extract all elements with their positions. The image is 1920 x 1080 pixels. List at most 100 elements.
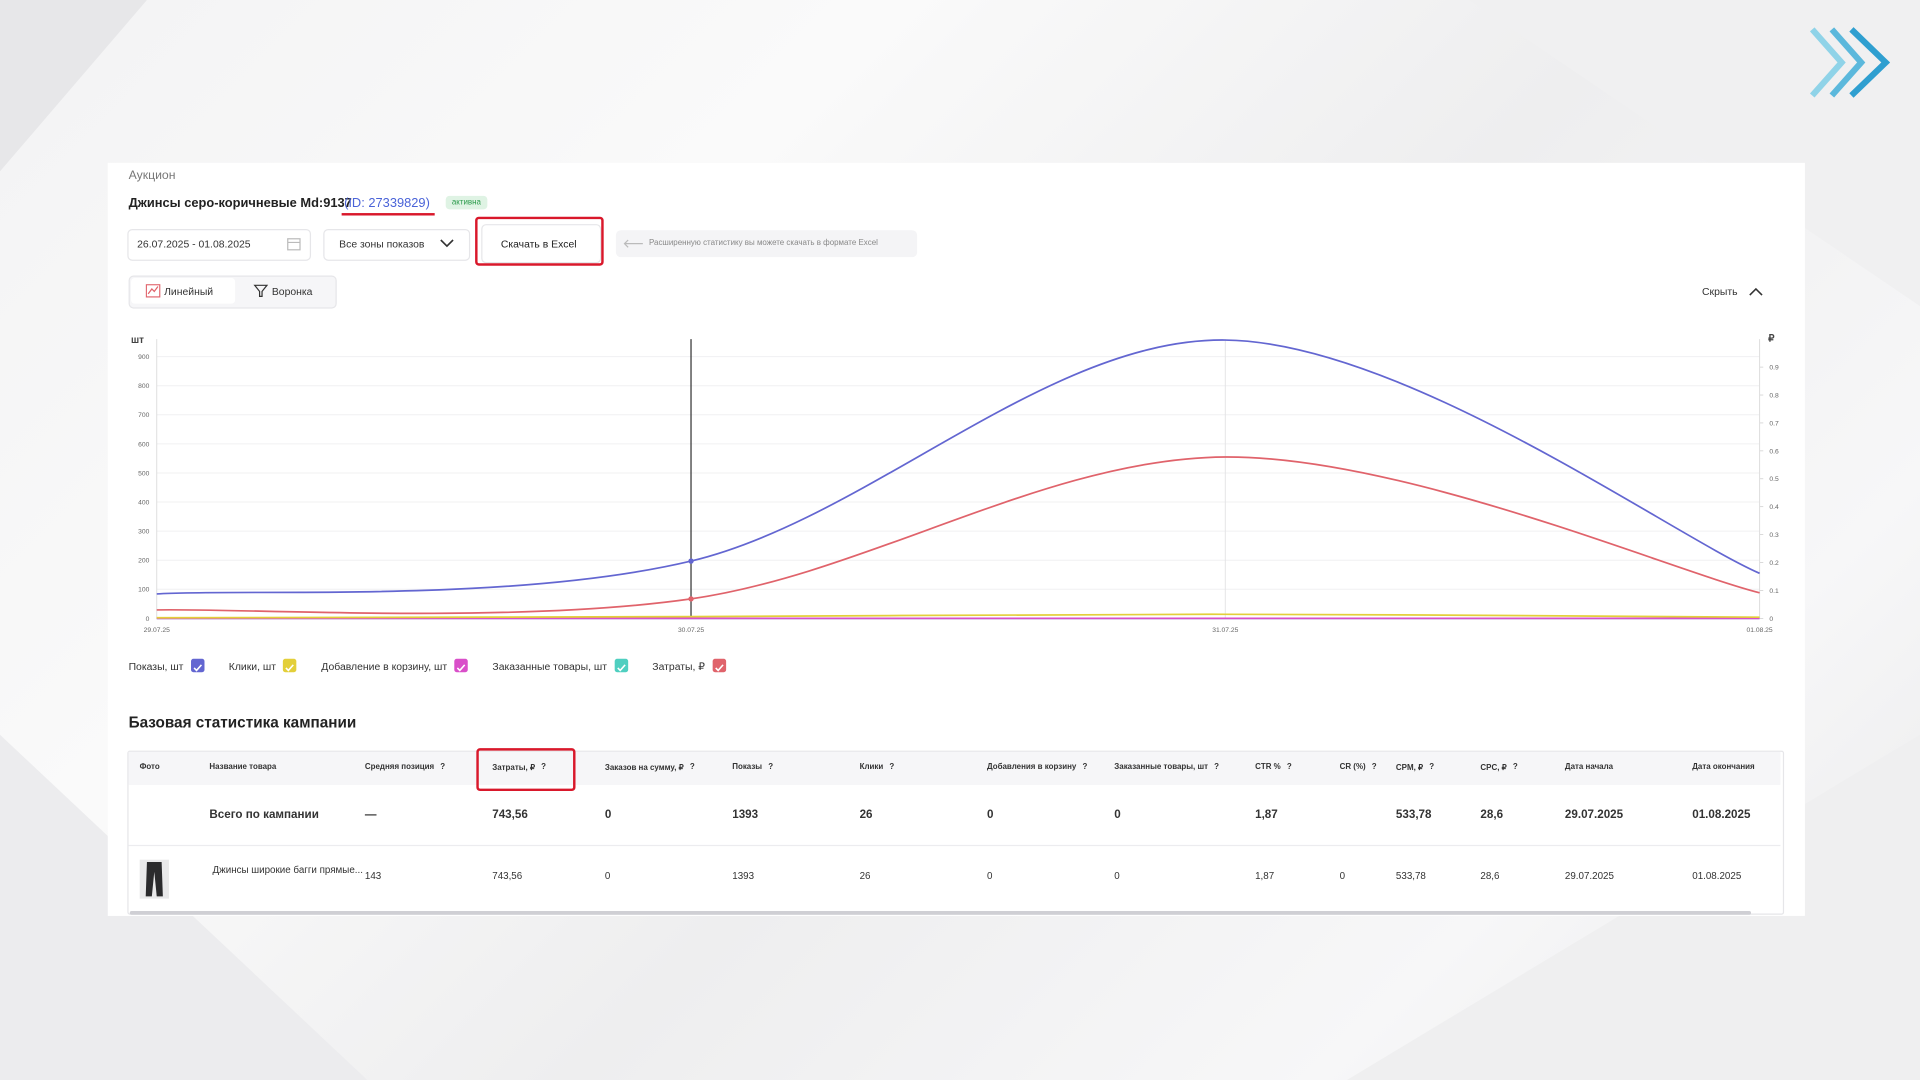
legend-label: Заказанные товары, шт — [492, 660, 607, 673]
help-icon[interactable]: ? — [768, 762, 774, 772]
legend-checkbox[interactable] — [454, 658, 468, 673]
column-header: Дата окончания — [1692, 762, 1755, 772]
status-badge: активна — [445, 195, 488, 210]
table-cell: 0 — [604, 808, 612, 822]
column-header: Показы — [732, 762, 763, 772]
table-cell: — — [364, 808, 377, 822]
y-tick-label: 400 — [138, 499, 149, 506]
column-header: Затраты, ₽ — [492, 764, 536, 773]
table-cell: 01.08.2025 — [1692, 870, 1742, 882]
table-cell: 0 — [1114, 808, 1121, 822]
legend-checkbox[interactable] — [712, 658, 726, 673]
chevron-down — [440, 239, 454, 248]
help-icon[interactable]: ? — [1371, 762, 1377, 772]
table-cell: 1,87 — [1255, 808, 1278, 822]
arrow-left — [623, 239, 643, 248]
campaign-name: Джинсы серо-коричневые Md:9137 — [128, 195, 352, 211]
table-cell: 0 — [604, 870, 611, 882]
legend-label: Показы, шт — [128, 660, 184, 673]
legend-checkbox[interactable] — [190, 658, 205, 673]
tab-label[interactable]: Воронка — [271, 285, 313, 298]
table-cell: 0 — [986, 808, 994, 822]
y2-tick-label: 0.7 — [1769, 420, 1779, 427]
y2-tick-label: 0.3 — [1769, 532, 1779, 539]
table-cell: 28,6 — [1480, 808, 1504, 822]
active-tab[interactable] — [131, 277, 236, 304]
column-header: Заказанные товары, шт — [1114, 762, 1209, 772]
y-tick-label: 800 — [138, 383, 149, 390]
y-tick-label: 300 — [138, 529, 149, 536]
column-header: Название товара — [209, 762, 277, 772]
help-icon[interactable]: ? — [1429, 762, 1435, 772]
y-axis-label: шт — [131, 335, 144, 346]
column-header: CPC, ₽ — [1480, 764, 1507, 773]
underline-highlight — [341, 213, 435, 216]
product-photo — [139, 859, 169, 899]
legend-label: Добавление в корзину, шт — [321, 660, 448, 673]
help-icon[interactable]: ? — [1512, 762, 1518, 772]
download-button[interactable] — [481, 224, 602, 264]
legend-checkbox[interactable] — [283, 658, 297, 673]
column-header: Фото — [139, 762, 160, 772]
chart: шт ₽0 100 200 300 400 500 600 700 800 900 0 0.1 0.2 0.… — [131, 334, 1779, 634]
y2-tick-label: 0.8 — [1769, 392, 1779, 399]
series-line — [156, 339, 1760, 595]
hover-point — [688, 596, 694, 602]
table-cell: 28,6 — [1480, 870, 1500, 882]
highlight-box — [476, 748, 576, 792]
table-cell: 0 — [986, 870, 993, 882]
help-icon[interactable]: ? — [1286, 762, 1292, 772]
x-tick-label: 31.07.25 — [1212, 627, 1238, 634]
column-header: Заказов на сумму, ₽ — [604, 764, 684, 773]
x-tick-label: 30.07.25 — [678, 627, 704, 634]
hint-box — [615, 230, 918, 258]
y-tick-label: 600 — [138, 441, 149, 448]
hover-point — [688, 558, 694, 564]
column-header: Средняя позиция — [364, 762, 435, 772]
scrollbar[interactable] — [129, 911, 1752, 915]
section-title: Базовая статистика кампании — [128, 713, 357, 732]
help-icon[interactable]: ? — [889, 762, 895, 772]
help-icon[interactable]: ? — [689, 762, 695, 772]
series-line — [156, 456, 1760, 615]
y2-tick-label: 0 — [1769, 616, 1773, 623]
help-icon[interactable]: ? — [541, 762, 547, 772]
hide-toggle[interactable]: Скрыть — [1702, 285, 1738, 298]
breadcrumb: Аукцион — [128, 168, 176, 183]
table-cell: 29.07.2025 — [1564, 870, 1614, 882]
table-cell: 743,56 — [492, 808, 528, 822]
y2-tick-label: 0.9 — [1769, 365, 1779, 372]
y-tick-label: 100 — [138, 587, 149, 594]
x-tick-label: 29.07.25 — [144, 627, 170, 634]
legend-label: Затраты, ₽ — [652, 660, 705, 673]
date-input[interactable] — [127, 228, 312, 261]
table-cell: 533,78 — [1395, 808, 1432, 822]
y-tick-label: 700 — [138, 412, 149, 419]
column-header: Дата начала — [1564, 762, 1614, 772]
table-cell: 0 — [1339, 870, 1346, 882]
row-divider — [128, 844, 1781, 847]
table-cell: 0 — [1114, 870, 1120, 882]
calendar-icon — [287, 238, 301, 251]
date-range: 26.07.2025 - 01.08.2025 — [137, 237, 251, 250]
chevron-up — [1749, 287, 1763, 296]
hint-text: Расширенную статистику вы можете скачать… — [648, 238, 878, 248]
help-icon[interactable]: ? — [1082, 762, 1088, 772]
column-header: Клики — [859, 762, 884, 772]
legend-checkbox[interactable] — [614, 658, 628, 673]
y-tick-label: 200 — [138, 558, 149, 565]
campaign-id[interactable]: (ID: 27339829) — [344, 195, 430, 211]
help-icon[interactable]: ? — [440, 762, 446, 772]
line-icon — [145, 284, 161, 298]
zones-label: Все зоны показов — [339, 237, 425, 250]
x-tick-label: 01.08.25 — [1747, 627, 1773, 634]
table-cell: 143 — [364, 870, 382, 882]
table-cell: 743,56 — [492, 870, 523, 882]
highlight-box — [475, 216, 604, 266]
table-cell: 01.08.2025 — [1692, 808, 1751, 822]
y-tick-label: 900 — [138, 354, 149, 361]
series-line — [156, 613, 1760, 619]
help-icon[interactable]: ? — [1214, 762, 1220, 772]
